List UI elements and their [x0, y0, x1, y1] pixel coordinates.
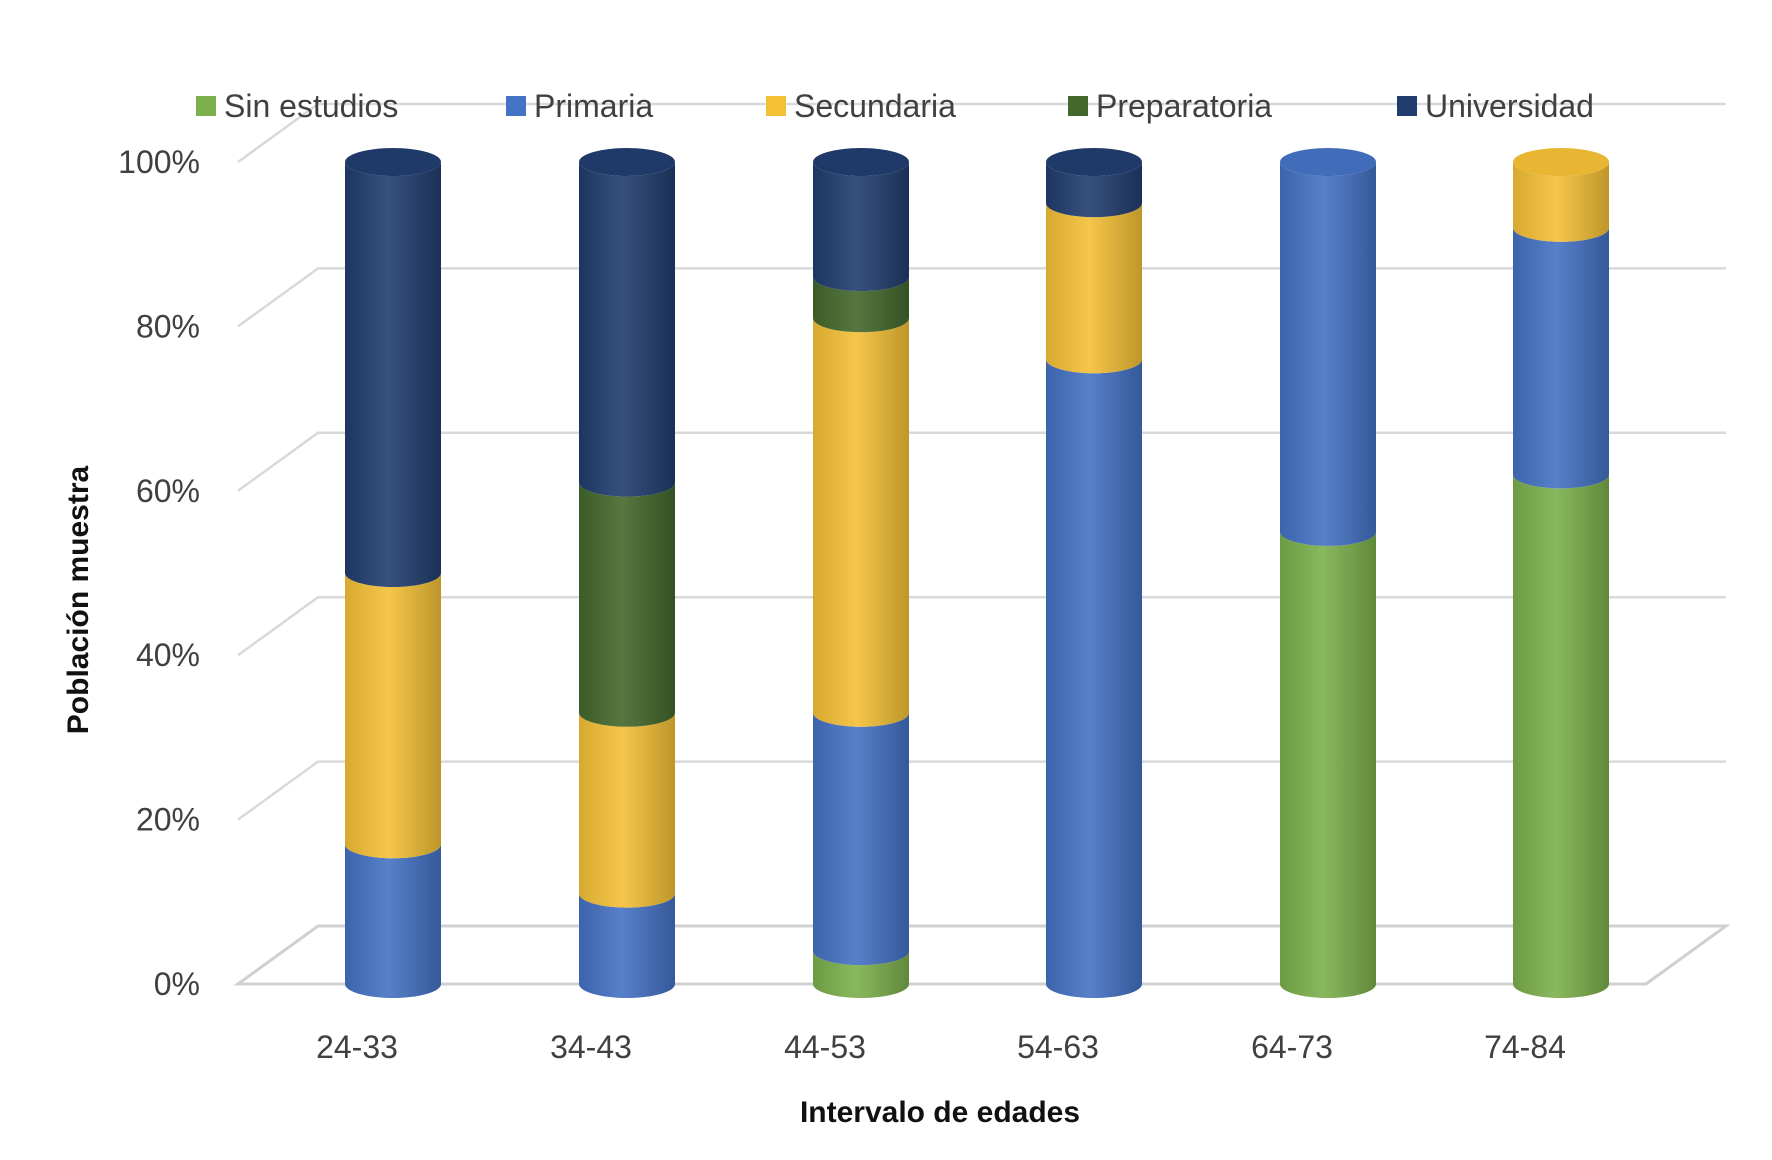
bar-segment	[813, 318, 909, 727]
x-tick-label: 44-53	[784, 1029, 866, 1065]
bar-segment	[1280, 531, 1376, 998]
gridline	[237, 760, 1726, 821]
bar-column	[345, 148, 441, 998]
bar-segment	[579, 482, 675, 727]
x-tick-label: 74-84	[1484, 1029, 1566, 1065]
bar-top-cap	[1513, 148, 1609, 176]
legend-item: Preparatoria	[1068, 84, 1272, 128]
legend-swatch	[1068, 96, 1088, 116]
bar-segment	[1513, 162, 1609, 242]
y-tick-label: 100%	[118, 144, 200, 180]
y-tick-label: 40%	[136, 637, 200, 673]
legend-label: Primaria	[534, 87, 654, 124]
y-axis-title: Población muestra	[62, 465, 95, 734]
bar-segment	[579, 162, 675, 497]
legend-label: Universidad	[1425, 87, 1594, 124]
bar-segment	[1046, 162, 1142, 218]
bar-column	[813, 148, 909, 998]
x-tick-label: 64-73	[1251, 1029, 1333, 1065]
x-tick-label: 34-43	[550, 1029, 632, 1065]
legend-label: Preparatoria	[1096, 87, 1273, 124]
x-axis-title: Intervalo de edades	[800, 1096, 1080, 1129]
y-axis: 0% 20% 40% 60% 80% 100%	[118, 144, 200, 1002]
x-tick-label: 24-33	[316, 1029, 398, 1065]
bar-top-cap	[1280, 148, 1376, 176]
bar-segment	[579, 893, 675, 998]
legend-item: Universidad	[1397, 84, 1594, 128]
gridline	[237, 102, 1726, 164]
chart-floor	[233, 924, 1731, 986]
bar-segment	[579, 712, 675, 908]
floor-plane	[233, 924, 1731, 986]
bar-segment	[1513, 474, 1609, 998]
legend-label: Sin estudios	[224, 87, 399, 124]
bar-segment	[345, 573, 441, 859]
gridline	[237, 267, 1726, 328]
bar-segment	[813, 162, 909, 292]
bars	[345, 148, 1609, 998]
legend-swatch	[1397, 96, 1417, 116]
legend-item: Primaria	[506, 84, 653, 128]
bar-top-cap	[345, 148, 441, 176]
y-tick-label: 60%	[136, 473, 200, 509]
bar-column	[1280, 148, 1376, 998]
legend-swatch	[766, 96, 786, 116]
bar-top-cap	[579, 148, 675, 176]
y-tick-label: 80%	[136, 308, 200, 344]
bar-segment	[1280, 162, 1376, 546]
bar-segment	[813, 712, 909, 966]
y-tick-label: 0%	[154, 966, 200, 1002]
bar-top-cap	[1046, 148, 1142, 176]
legend-item: Sin estudios	[196, 84, 398, 128]
legend-swatch	[506, 96, 526, 116]
bar-top-cap	[813, 148, 909, 176]
x-axis: 24-33 34-43 44-53 54-63 64-73 74-84	[316, 1029, 1566, 1065]
bar-column	[1513, 148, 1609, 998]
bar-segment	[1046, 359, 1142, 998]
gridlines	[237, 102, 1726, 821]
legend-label: Secundaria	[794, 87, 956, 124]
bar-segment	[345, 162, 441, 587]
legend-swatch	[196, 96, 216, 116]
y-tick-label: 20%	[136, 802, 200, 838]
bar-segment	[813, 277, 909, 333]
bar-column	[579, 148, 675, 998]
bar-segment	[1513, 227, 1609, 489]
x-tick-label: 54-63	[1017, 1029, 1099, 1065]
legend-item: Secundaria	[766, 84, 956, 128]
gridline	[237, 431, 1726, 492]
legend: Sin estudios Primaria Secundaria Preparator…	[0, 84, 1772, 128]
gridline	[237, 595, 1726, 657]
bar-column	[1046, 148, 1142, 998]
bar-segment	[345, 844, 441, 998]
bar-segment	[813, 951, 909, 998]
bar-segment	[1046, 203, 1142, 374]
